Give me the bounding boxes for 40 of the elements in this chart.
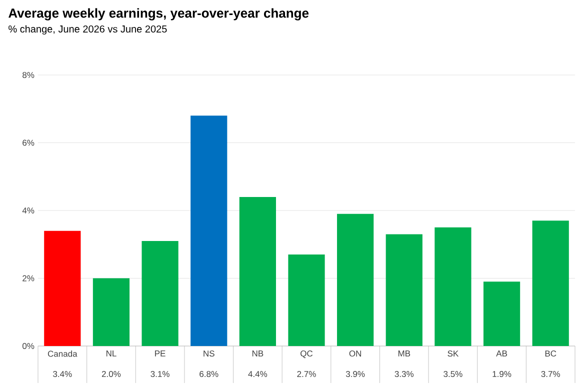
data-label: 6.8% [200, 371, 218, 378]
x-tick-label: NS [204, 350, 214, 357]
bar [337, 214, 374, 346]
x-tick-label: QC [300, 350, 313, 358]
data-label: 2.7% [297, 371, 316, 377]
x-tick-label: ON [349, 350, 362, 357]
chart-subtitle: % change, June 2026 vs June 2025 [8, 25, 167, 35]
bar [142, 240, 178, 346]
y-tick-label: 0% [22, 343, 34, 350]
bar [434, 227, 472, 346]
bar [483, 282, 520, 346]
y-tick-label: 4% [22, 208, 34, 214]
x-tick-label: Canada [48, 350, 78, 357]
bar [239, 196, 276, 346]
x-tick-label: NL [106, 350, 116, 356]
data-label: 4.4% [248, 371, 268, 377]
data-label: 2.0% [102, 371, 121, 378]
y-tick-label: 6% [22, 140, 34, 146]
x-tick-label: BC [545, 350, 556, 357]
data-label: 3.1% [150, 371, 170, 378]
bar [386, 234, 422, 346]
data-label: 3.9% [346, 371, 365, 378]
data-label: 3.7% [541, 371, 560, 378]
chart-title: Average weekly earnings, year-over-year change [8, 8, 309, 20]
y-tick-label: 2% [22, 275, 34, 282]
data-label: 3.3% [394, 371, 414, 378]
bar [44, 230, 81, 346]
x-tick-label: AB [496, 350, 508, 356]
y-tick-label: 8% [22, 72, 34, 78]
bar [190, 116, 228, 346]
x-tick-label: PE [155, 350, 166, 356]
bar [532, 220, 569, 346]
x-tick-label: SK [448, 350, 459, 357]
data-label: 1.9% [492, 371, 512, 378]
data-label: 3.4% [53, 371, 72, 378]
x-tick-label: NB [252, 350, 264, 356]
bar [92, 278, 130, 346]
bar [288, 254, 325, 346]
data-label: 3.5% [444, 371, 462, 378]
x-tick-label: MB [398, 350, 410, 356]
